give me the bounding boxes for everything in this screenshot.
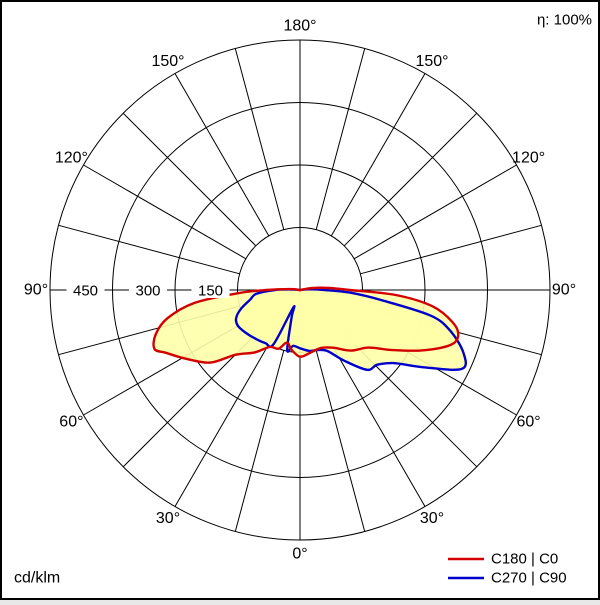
angle-label-30deg-left: 30° xyxy=(156,510,180,527)
angle-label-120deg-left: 120° xyxy=(55,150,88,167)
legend-label-c270-c90: C270 | C90 xyxy=(491,570,567,587)
efficiency-label: η: 100% xyxy=(537,12,592,29)
grid-radial-60 xyxy=(353,164,517,260)
unit-label: cd/klm xyxy=(14,570,60,587)
grid-radial-150 xyxy=(330,343,426,507)
grid-radial-75 xyxy=(360,224,542,275)
ring-value-label-300: 300 xyxy=(135,283,160,300)
angle-label-60deg-left: 60° xyxy=(59,414,83,431)
grid-radial-195 xyxy=(234,350,285,532)
angle-label-150deg-right: 150° xyxy=(415,53,448,70)
curve-c270-c90 xyxy=(234,288,468,372)
grid-radial-15 xyxy=(315,48,366,230)
grid-radial-210 xyxy=(174,343,270,507)
grid-radial-300 xyxy=(83,164,247,260)
grid-radial-315 xyxy=(122,112,257,247)
ring-value-label-150: 150 xyxy=(198,283,223,300)
grid-radial-345 xyxy=(234,48,285,230)
distribution-curves xyxy=(152,286,468,372)
grid-labels: 150 300 450 180° 150° 150° 120° 120° 90° 90° 60° 60… xyxy=(24,18,576,563)
angle-label-60deg-right: 60° xyxy=(516,414,540,431)
angle-label-90deg-left: 90° xyxy=(24,282,48,299)
grid-radial-285 xyxy=(58,224,240,275)
ring-value-label-450: 450 xyxy=(73,283,98,300)
angle-label-0deg-right: 0° xyxy=(292,546,307,563)
curve-c180-c0 xyxy=(152,286,460,364)
grid-radial-330 xyxy=(174,73,270,237)
grid-radial-45 xyxy=(343,112,478,247)
angle-label-180deg-right: 180° xyxy=(283,18,316,35)
angle-label-90deg-right: 90° xyxy=(552,282,576,299)
ring-label-bg-450 xyxy=(66,282,105,298)
legend: C180 | C0 C270 | C90 xyxy=(448,551,567,587)
ring-label-bg-150 xyxy=(191,282,230,298)
angle-label-120deg-right: 120° xyxy=(512,150,545,167)
legend-label-c180-c0: C180 | C0 xyxy=(491,551,558,568)
grid-radial-165 xyxy=(315,350,366,532)
grid-radial-30 xyxy=(330,73,426,237)
angle-label-30deg-right: 30° xyxy=(420,510,444,527)
ring-label-bg-300 xyxy=(129,282,167,298)
angle-label-150deg-left: 150° xyxy=(151,53,184,70)
